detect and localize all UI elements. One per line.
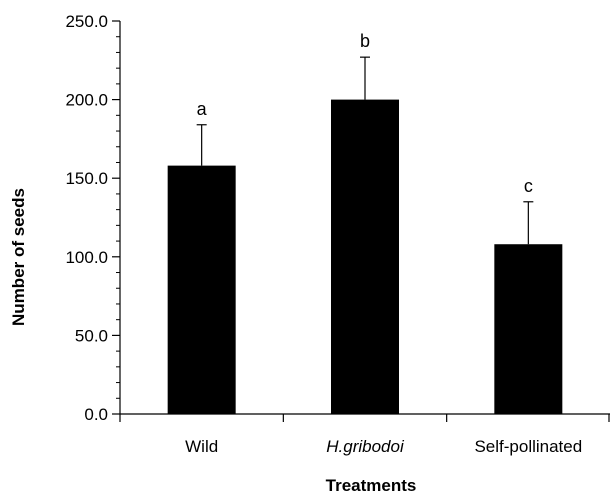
y-tick-label: 50.0	[75, 326, 108, 345]
significance-label-1: b	[360, 31, 370, 51]
x-category-label-0: Wild	[185, 437, 218, 456]
bar-1	[331, 99, 399, 414]
y-tick-label: 200.0	[65, 91, 108, 110]
y-tick-label: 0.0	[84, 405, 108, 424]
x-axis-title: Treatments	[326, 476, 417, 495]
x-category-label-2: Self-pollinated	[474, 437, 582, 456]
y-axis-title: Number of seeds	[9, 188, 28, 326]
significance-label-0: a	[197, 99, 208, 119]
y-axis: 0.0 50.0 100.0 150.0 200.0 250.0	[65, 12, 121, 424]
y-tick-label: 100.0	[65, 248, 108, 267]
error-bars-group	[196, 56, 534, 245]
x-category-label-1: H.gribodoi	[326, 437, 405, 456]
y-tick-label: 150.0	[65, 169, 108, 188]
y-tick-label: 250.0	[65, 12, 108, 31]
bar-0	[167, 165, 236, 414]
significance-label-2: c	[524, 176, 533, 196]
x-axis: Wild H.gribodoi Self-pollinated	[119, 413, 610, 456]
bars-group	[167, 99, 563, 414]
significance-labels-group: a b c	[197, 31, 533, 196]
bar-2	[494, 244, 563, 414]
